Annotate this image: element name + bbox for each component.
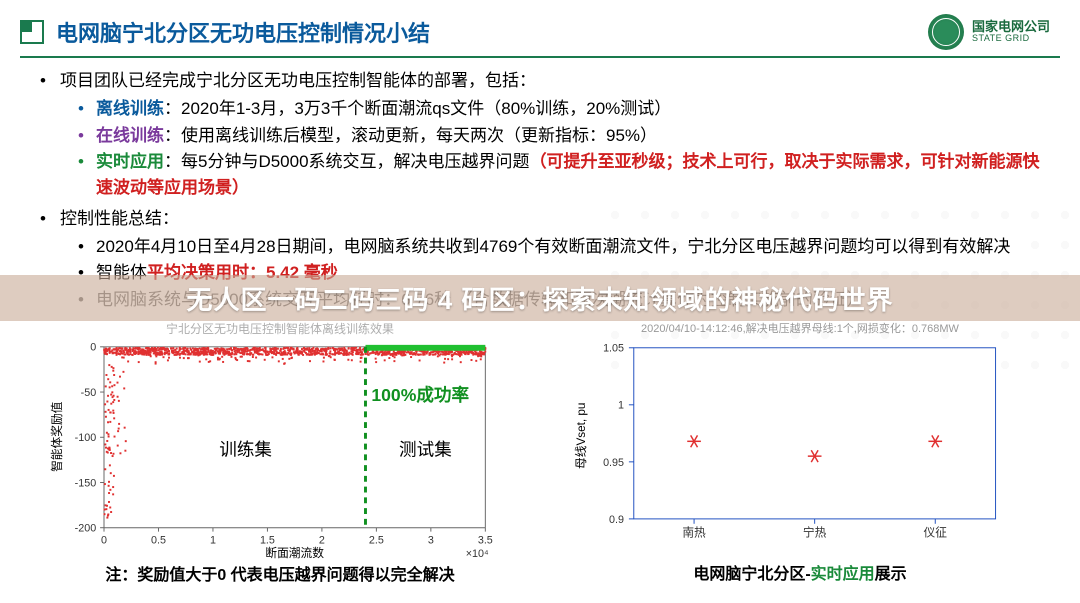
company-logo: 国家电网公司 STATE GRID bbox=[928, 14, 1050, 50]
text-realtime: ：每5分钟与D5000系统交互，解决电压越界问题 bbox=[164, 152, 530, 171]
bullet-perf1: 2020年4月10日至4月28日期间，电网脑系统共收到4769个有效断面潮流文件… bbox=[96, 234, 1040, 260]
right-chart-pane: 2020/04/10-14:12:46,解决电压越界母线:1个,网损变化：0.7… bbox=[560, 320, 1040, 593]
left-chart: 100%成功率 训练集 测试集 0 0.5 1 1.5 2 2.5 3 3.5 -200 -15… bbox=[40, 339, 520, 559]
state-grid-logo-icon bbox=[928, 14, 964, 50]
svg-text:1.5: 1.5 bbox=[260, 534, 275, 546]
svg-text:南热: 南热 bbox=[682, 525, 706, 539]
right-chart-title: 2020/04/10-14:12:46,解决电压越界母线:1个,网损变化：0.7… bbox=[641, 320, 959, 336]
caption-prefix: 注： bbox=[105, 567, 137, 584]
header: 电网脑宁北分区无功电压控制情况小结 国家电网公司 STATE GRID bbox=[0, 0, 1080, 56]
svg-text:0: 0 bbox=[101, 534, 107, 546]
company-name-cn: 国家电网公司 bbox=[972, 20, 1050, 34]
svg-text:1.05: 1.05 bbox=[603, 343, 624, 355]
x-ticks: 南热 宁热 仪征 bbox=[682, 519, 947, 540]
slide-icon bbox=[20, 20, 44, 44]
caption-text: 奖励值大于0 代表电压越界问题得以完全解决 bbox=[137, 567, 454, 584]
left-caption: 注：奖励值大于0 代表电压越界问题得以完全解决 bbox=[105, 561, 454, 585]
x-scale: ×10⁴ bbox=[466, 548, 489, 559]
y-label: 母线Vset, pu bbox=[574, 403, 588, 469]
svg-text:0.5: 0.5 bbox=[151, 534, 166, 546]
svg-text:-50: -50 bbox=[81, 387, 97, 399]
overlay-banner: 无人区一码二码三码 4 码区：探索未知领域的神秘代码世界 bbox=[0, 275, 1080, 321]
y-ticks: 0.9 0.95 1 1.05 bbox=[603, 343, 634, 526]
top-bar bbox=[365, 345, 485, 351]
svg-text:-100: -100 bbox=[75, 432, 97, 444]
bullet-perf-lead: 控制性能总结： bbox=[60, 206, 1040, 232]
cap-c: 展示 bbox=[875, 566, 907, 583]
svg-text:3.5: 3.5 bbox=[478, 534, 493, 546]
svg-text:1: 1 bbox=[210, 534, 216, 546]
company-name: 国家电网公司 STATE GRID bbox=[972, 20, 1050, 44]
svg-text:0.9: 0.9 bbox=[609, 514, 624, 526]
text-offline: ：2020年1-3月，3万3千个断面潮流qs文件（80%训练，20%测试） bbox=[164, 99, 671, 118]
label-online: 在线训练 bbox=[96, 126, 164, 145]
bullet-online: 在线训练：使用离线训练后模型，滚动更新，每天两次（更新指标：95%） bbox=[96, 123, 1040, 149]
right-chart: 0.9 0.95 1 1.05 南热 宁热 仪征 母线Vset, pu bbox=[560, 338, 1040, 558]
svg-text:-200: -200 bbox=[75, 523, 97, 535]
svg-text:1: 1 bbox=[618, 400, 624, 412]
text-online: ：使用离线训练后模型，滚动更新，每天两次（更新指标：95%） bbox=[164, 126, 657, 145]
plot-box bbox=[634, 348, 996, 519]
charts-row: 宁北分区无功电压控制智能体离线训练效果 100%成功率 训练集 测试集 0 0.5… bbox=[40, 320, 1040, 593]
train-label: 训练集 bbox=[219, 439, 272, 459]
svg-text:-150: -150 bbox=[75, 477, 97, 489]
svg-text:2: 2 bbox=[319, 534, 325, 546]
header-left: 电网脑宁北分区无功电压控制情况小结 bbox=[20, 16, 430, 48]
svg-text:0: 0 bbox=[90, 342, 96, 354]
x-label: 断面潮流数 bbox=[265, 546, 324, 559]
right-caption: 电网脑宁北分区-实时应用展示 bbox=[693, 560, 906, 584]
left-chart-title: 宁北分区无功电压控制智能体离线训练效果 bbox=[166, 320, 394, 337]
bullet-realtime: 实时应用：每5分钟与D5000系统交互，解决电压越界问题（可提升至亚秒级；技术上… bbox=[96, 149, 1040, 202]
left-chart-pane: 宁北分区无功电压控制智能体离线训练效果 100%成功率 训练集 测试集 0 0.5… bbox=[40, 320, 520, 593]
header-divider bbox=[20, 56, 1060, 58]
bullet-deploy-lead: 项目团队已经完成宁北分区无功电压控制智能体的部署，包括： bbox=[60, 68, 1040, 94]
svg-text:2.5: 2.5 bbox=[369, 534, 384, 546]
cap-b: 实时应用 bbox=[811, 566, 875, 583]
cap-a: 电网脑宁北分区- bbox=[693, 566, 810, 583]
y-ticks: -200 -150 -100 -50 0 bbox=[75, 342, 104, 535]
label-offline: 离线训练 bbox=[96, 99, 164, 118]
page-title: 电网脑宁北分区无功电压控制情况小结 bbox=[56, 16, 430, 48]
company-name-en: STATE GRID bbox=[972, 34, 1050, 44]
svg-text:仪征: 仪征 bbox=[924, 526, 948, 539]
x-ticks: 0 0.5 1 1.5 2 2.5 3 3.5 bbox=[101, 528, 493, 547]
label-realtime: 实时应用 bbox=[96, 152, 164, 171]
y-label: 智能体奖励值 bbox=[50, 401, 64, 472]
test-label: 测试集 bbox=[399, 439, 452, 459]
plot-bg bbox=[104, 347, 485, 528]
success-label: 100%成功率 bbox=[371, 385, 469, 405]
bullet-offline: 离线训练：2020年1-3月，3万3千个断面潮流qs文件（80%训练，20%测试… bbox=[96, 96, 1040, 122]
svg-text:0.95: 0.95 bbox=[603, 457, 624, 469]
svg-text:宁热: 宁热 bbox=[803, 525, 827, 539]
svg-text:3: 3 bbox=[428, 534, 434, 546]
